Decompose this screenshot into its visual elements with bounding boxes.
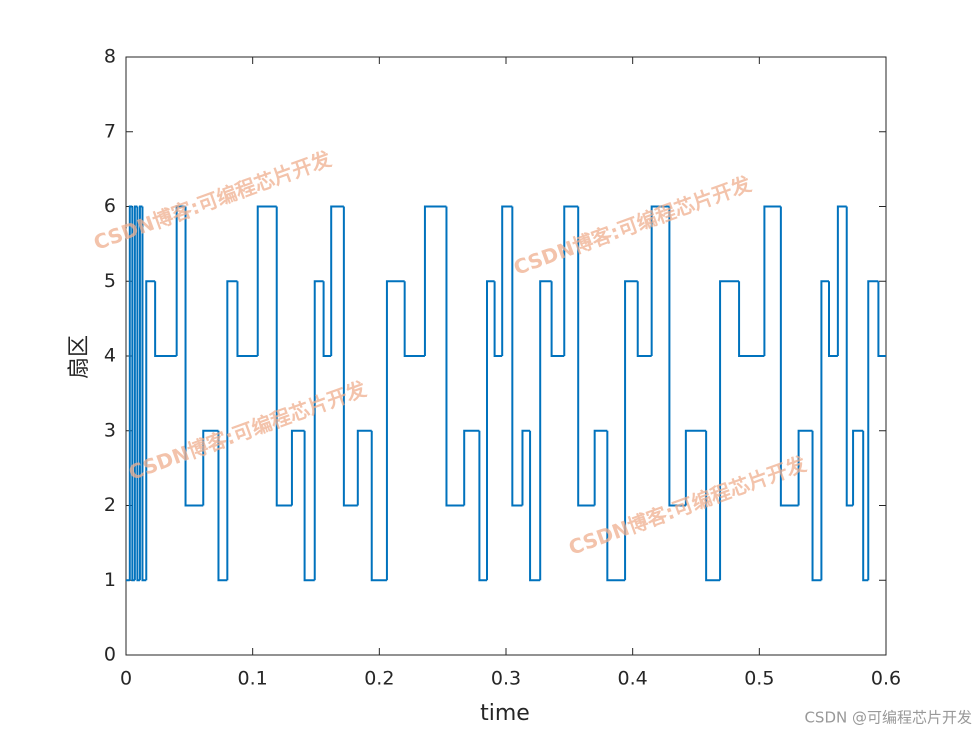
step-segment [738, 281, 765, 357]
x-tick-label: 0.5 [744, 668, 774, 690]
step-segment [828, 281, 838, 357]
step-segment [463, 429, 480, 506]
step-segment [145, 280, 156, 581]
step-segment [313, 280, 324, 581]
step-segment [684, 429, 707, 506]
step-segment [290, 429, 305, 506]
step-segment [370, 430, 387, 582]
step-segment [256, 205, 277, 356]
step-segment [521, 429, 531, 506]
step-segment [501, 205, 513, 356]
y-tick-label: 7 [104, 120, 116, 142]
x-tick-label: 0.3 [491, 668, 521, 690]
step-segment [636, 281, 652, 357]
step-segment [217, 430, 228, 582]
step-segment [141, 206, 147, 582]
step-segment [550, 281, 565, 357]
step-segment [606, 430, 626, 582]
step-segment [836, 205, 847, 356]
x-axis-label: time [480, 701, 530, 726]
step-segment [820, 280, 829, 581]
y-tick-label: 6 [104, 195, 116, 217]
y-tick-label: 2 [104, 494, 116, 516]
step-segment [668, 206, 686, 507]
y-tick-label: 0 [104, 644, 116, 666]
x-tick-label: 0.6 [871, 668, 901, 690]
step-segment [511, 206, 523, 507]
step-segment [423, 205, 447, 356]
y-tick-label: 8 [104, 46, 116, 68]
step-segment [593, 429, 608, 506]
step-segment [650, 205, 670, 356]
x-tick-label: 0.2 [364, 668, 394, 690]
step-segment [852, 429, 864, 506]
step-segment [811, 430, 822, 582]
step-segment [478, 430, 487, 582]
y-tick-label: 5 [104, 270, 116, 292]
step-segment [493, 281, 503, 357]
watermark: CSDN博客:可编程芯片开发 [510, 171, 755, 280]
step-segment [342, 206, 358, 507]
y-tick-label: 1 [104, 569, 116, 591]
watermark: CSDN博客:可编程芯片开发 [90, 146, 335, 255]
step-segment [275, 206, 292, 507]
step-segment [779, 206, 799, 507]
step-segment [322, 281, 332, 357]
step-segment [719, 280, 740, 581]
step-segment [154, 281, 177, 357]
step-segment [184, 206, 204, 507]
x-tick-label: 0 [120, 668, 132, 690]
step-segment [862, 430, 869, 582]
step-segment [175, 205, 186, 356]
step-segment [845, 206, 854, 507]
x-tick-label: 0.1 [238, 668, 268, 690]
y-tick-label: 3 [104, 419, 116, 441]
step-segment [202, 429, 219, 506]
step-segment [797, 429, 813, 506]
step-segment [445, 206, 465, 507]
step-segment [877, 281, 886, 357]
x-tick-label: 0.4 [618, 668, 648, 690]
y-tick-label: 4 [104, 345, 116, 367]
step-segment [763, 205, 781, 356]
step-segment [236, 281, 258, 357]
step-segment [403, 281, 425, 357]
credit: CSDN @可编程芯片开发 [804, 709, 972, 727]
step-segment [705, 430, 721, 582]
step-segment [539, 280, 552, 581]
step-segment [577, 206, 595, 507]
step-segment [303, 430, 315, 582]
step-segment [356, 429, 372, 506]
step-segment [486, 280, 495, 581]
step-segment [226, 280, 238, 581]
watermark: CSDN博客:可编程芯片开发 [125, 376, 370, 485]
step-segment [385, 280, 405, 581]
step-segment [563, 205, 579, 356]
y-axis-label: 扇区 [67, 335, 92, 379]
watermark: CSDN博客:可编程芯片开发 [565, 451, 810, 560]
step-segment [867, 280, 879, 581]
step-segment [330, 205, 344, 356]
step-segment [624, 280, 638, 581]
step-segment [529, 430, 541, 582]
